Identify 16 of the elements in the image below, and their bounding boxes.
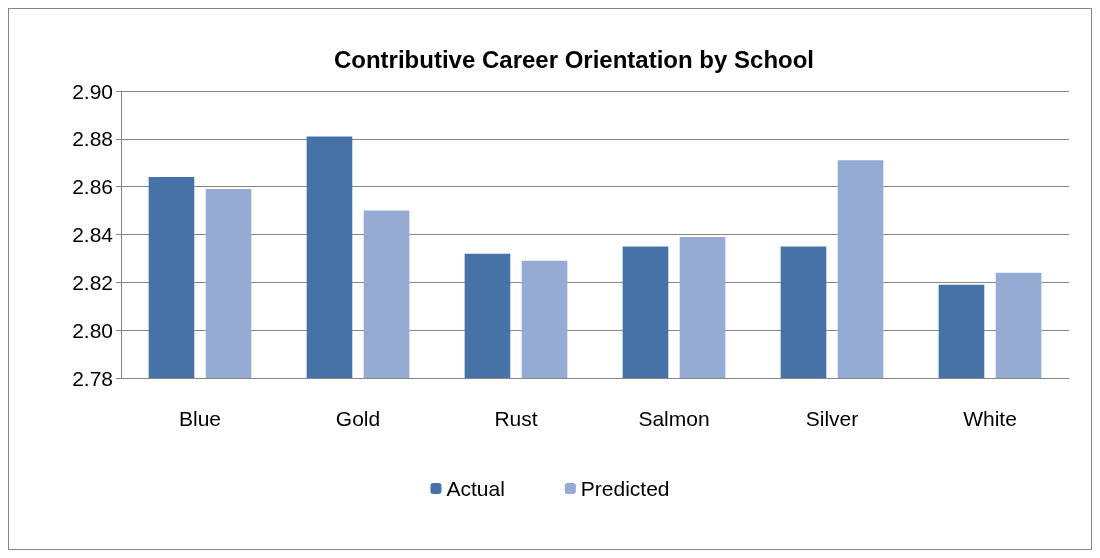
y-tick-label: 2.86	[72, 175, 113, 199]
y-tick-label: 2.82	[72, 270, 113, 294]
legend-label: Predicted	[580, 477, 670, 500]
x-tick-label: White	[963, 407, 1017, 430]
y-tick-label: 2.84	[72, 223, 114, 246]
y-tick-label: 2.90	[72, 79, 113, 103]
x-tick-label: Gold	[335, 407, 381, 430]
x-tick-label: Rust	[494, 407, 538, 430]
x-tick-label: Silver	[805, 407, 859, 430]
y-tick-label: 2.78	[72, 366, 113, 390]
x-tick-label: Salmon	[638, 407, 710, 430]
y-tick-label: 2.80	[72, 318, 113, 342]
legend-label: Actual	[446, 477, 505, 500]
chart-title: Contributive Career Orientation by School	[333, 45, 815, 73]
y-tick-label: 2.88	[72, 127, 113, 151]
x-tick-label: Blue	[178, 407, 222, 430]
